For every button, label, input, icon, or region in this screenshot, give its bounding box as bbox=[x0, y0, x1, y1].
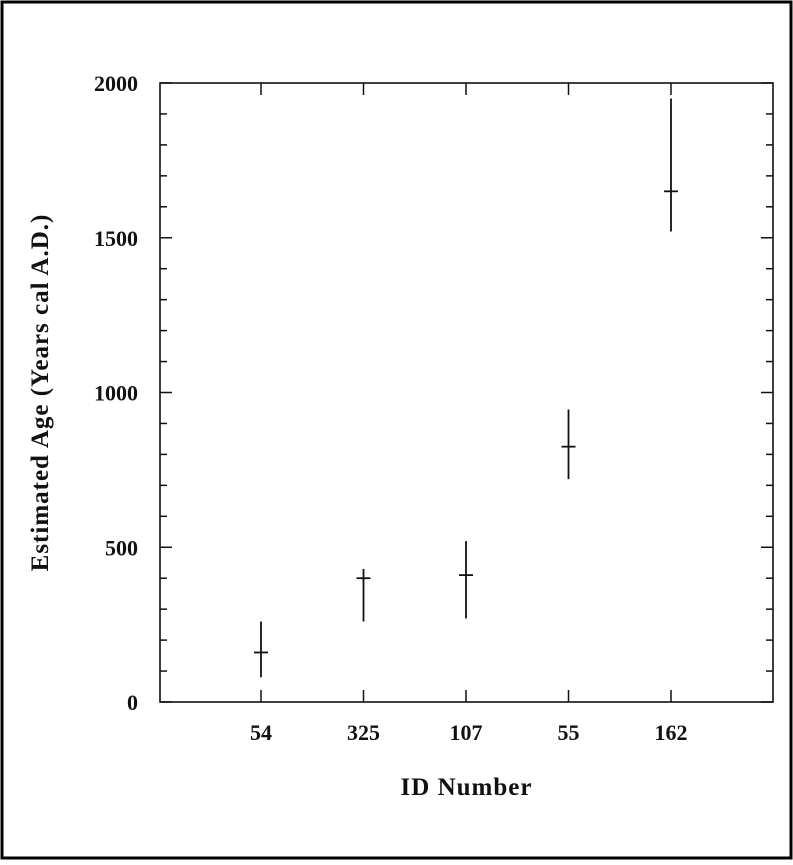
y-tick-label: 500 bbox=[105, 535, 138, 560]
x-tick-label: 55 bbox=[558, 720, 580, 745]
y-axis-title: Estimated Age (Years cal A.D.) bbox=[27, 214, 54, 572]
y-tick-label: 2000 bbox=[94, 71, 138, 96]
x-axis-ticks: 54 325 107 55 162 bbox=[250, 83, 688, 745]
data-point-162 bbox=[664, 98, 678, 232]
data-point-55 bbox=[561, 409, 576, 480]
x-tick-label: 162 bbox=[655, 720, 688, 745]
data-point-54 bbox=[254, 621, 268, 678]
y-tick-label: 1000 bbox=[94, 381, 138, 406]
x-tick-label: 325 bbox=[347, 720, 380, 745]
y-axis-ticks: 0 500 1000 1500 2000 bbox=[94, 71, 773, 715]
x-tick-label: 54 bbox=[250, 720, 272, 745]
y-tick-label: 1500 bbox=[94, 226, 138, 251]
data-marks bbox=[254, 98, 678, 678]
y-tick-label: 0 bbox=[127, 690, 138, 715]
x-axis-title: ID Number bbox=[401, 774, 533, 801]
data-point-107 bbox=[459, 541, 473, 619]
data-point-325 bbox=[356, 568, 371, 622]
x-tick-label: 107 bbox=[450, 720, 483, 745]
